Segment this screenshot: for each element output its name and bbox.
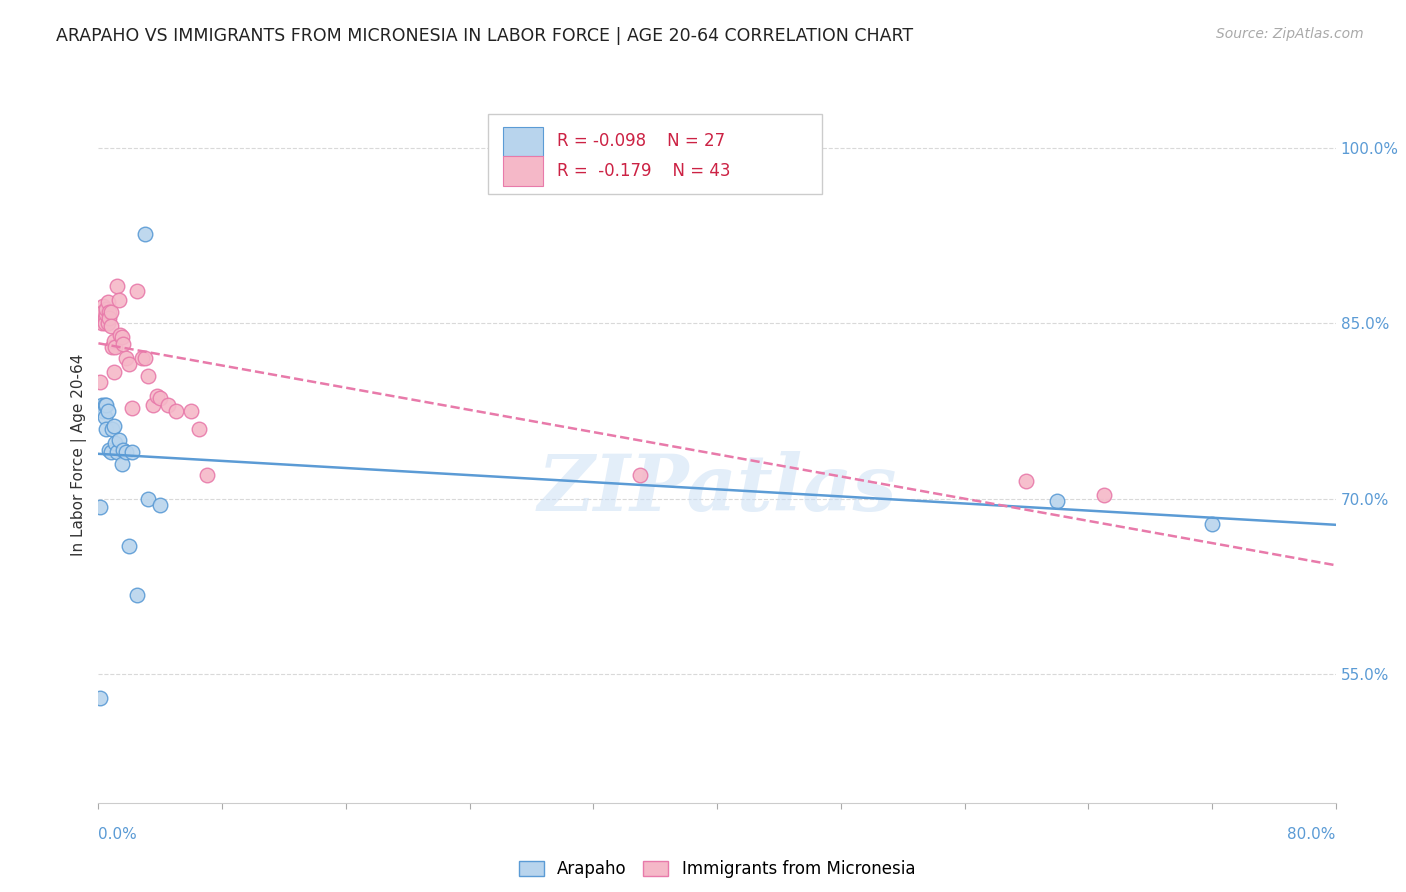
Point (136, 369, 159, 384)
Point (107, 434, 129, 448)
Point (98, 442, 121, 457)
Text: R =  -0.179    N = 43: R = -0.179 N = 43 (557, 162, 731, 180)
Point (628, 468, 651, 483)
Point (91, 404, 114, 418)
Point (188, 422, 211, 436)
Point (93, 310, 115, 325)
Text: ZIPatlas: ZIPatlas (537, 451, 897, 528)
Point (1015, 474, 1038, 488)
FancyBboxPatch shape (503, 156, 543, 186)
Text: 0.0%: 0.0% (98, 827, 138, 841)
Point (90, 307, 112, 321)
Point (146, 389, 169, 403)
Text: Source: ZipAtlas.com: Source: ZipAtlas.com (1216, 27, 1364, 41)
Point (157, 398, 180, 412)
Point (136, 491, 159, 506)
Point (112, 442, 135, 457)
FancyBboxPatch shape (488, 114, 823, 194)
Text: R = -0.098    N = 27: R = -0.098 N = 27 (557, 132, 725, 150)
Point (149, 391, 172, 405)
Point (112, 337, 135, 351)
Point (108, 328, 131, 343)
Point (93, 409, 115, 424)
Point (131, 351, 153, 366)
Point (142, 398, 165, 412)
Point (103, 334, 125, 348)
Point (98, 304, 121, 318)
Y-axis label: In Labor Force | Age 20-64: In Labor Force | Age 20-64 (72, 354, 87, 556)
Point (104, 435, 127, 450)
Point (103, 366, 125, 380)
Point (195, 468, 218, 483)
Point (90, 317, 112, 331)
Point (96, 398, 118, 412)
Point (1201, 517, 1223, 532)
Point (93, 317, 115, 331)
Point (93, 398, 115, 412)
Point (96, 307, 118, 321)
Point (149, 498, 172, 512)
Point (118, 357, 141, 371)
Point (100, 445, 122, 459)
Point (121, 445, 143, 459)
Point (91, 299, 114, 313)
Text: ARAPAHO VS IMMIGRANTS FROM MICRONESIA IN LABOR FORCE | AGE 20-64 CORRELATION CHA: ARAPAHO VS IMMIGRANTS FROM MICRONESIA IN… (56, 27, 914, 45)
Point (180, 404, 202, 418)
Point (1046, 494, 1069, 508)
Point (100, 318, 122, 333)
Point (115, 351, 138, 366)
Point (103, 419, 125, 434)
Point (98, 310, 121, 325)
Point (96, 302, 118, 317)
Point (100, 304, 122, 318)
Point (134, 227, 156, 242)
Point (105, 445, 128, 459)
Point (1092, 488, 1115, 502)
Point (91, 304, 114, 318)
Point (121, 401, 143, 415)
Point (165, 404, 187, 418)
Point (97, 404, 120, 418)
Point (97, 295, 120, 310)
Point (115, 445, 138, 459)
Point (90, 398, 112, 412)
Text: 80.0%: 80.0% (1288, 827, 1336, 841)
Point (89, 690, 111, 705)
Point (97, 317, 120, 331)
Legend: Arapaho, Immigrants from Micronesia: Arapaho, Immigrants from Micronesia (512, 854, 922, 885)
Point (105, 279, 128, 293)
Point (101, 340, 124, 354)
FancyBboxPatch shape (503, 127, 543, 156)
Point (127, 284, 149, 298)
Point (89, 500, 111, 514)
Point (89, 310, 111, 325)
Point (118, 539, 141, 553)
Point (134, 351, 156, 366)
Point (111, 330, 134, 344)
Point (111, 457, 134, 471)
Point (127, 588, 149, 602)
Point (96, 422, 118, 436)
Point (101, 422, 124, 436)
Point (104, 340, 127, 354)
Point (107, 293, 129, 307)
Point (89, 375, 111, 389)
